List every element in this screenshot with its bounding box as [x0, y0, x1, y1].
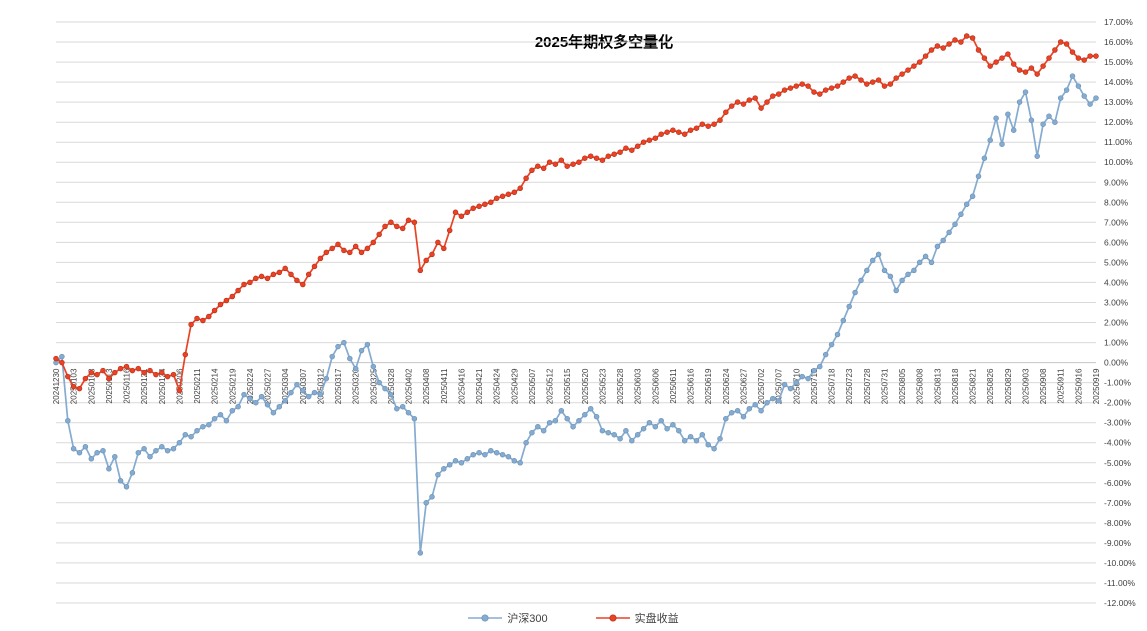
svg-text:20250821: 20250821	[969, 368, 978, 404]
svg-text:20250227: 20250227	[264, 368, 273, 404]
svg-text:20250619: 20250619	[704, 368, 713, 404]
svg-text:20250507: 20250507	[528, 368, 537, 404]
legend: 沪深300 实盘收益	[0, 610, 1147, 626]
svg-text:11.00%: 11.00%	[1104, 137, 1133, 147]
svg-text:8.00%: 8.00%	[1104, 197, 1129, 207]
svg-text:20250808: 20250808	[916, 368, 925, 404]
svg-text:20250224: 20250224	[246, 368, 255, 404]
svg-text:20250219: 20250219	[228, 368, 237, 404]
svg-text:20250402: 20250402	[405, 368, 414, 404]
svg-text:10.00%: 10.00%	[1104, 157, 1133, 167]
svg-text:5.00%: 5.00%	[1104, 257, 1129, 267]
svg-text:9.00%: 9.00%	[1104, 177, 1129, 187]
svg-text:4.00%: 4.00%	[1104, 277, 1129, 287]
svg-text:20250903: 20250903	[1022, 368, 1031, 404]
svg-text:20250317: 20250317	[334, 368, 343, 404]
svg-text:20250611: 20250611	[669, 368, 678, 404]
svg-text:-1.00%: -1.00%	[1104, 378, 1131, 388]
svg-text:20250731: 20250731	[881, 368, 890, 404]
svg-text:20250606: 20250606	[651, 368, 660, 404]
svg-text:20250911: 20250911	[1057, 368, 1066, 404]
svg-text:20250307: 20250307	[299, 368, 308, 404]
svg-text:15.00%: 15.00%	[1104, 57, 1133, 67]
svg-text:20250528: 20250528	[616, 368, 625, 404]
svg-text:2.00%: 2.00%	[1104, 318, 1129, 328]
svg-text:20250408: 20250408	[422, 368, 431, 404]
svg-text:-2.00%: -2.00%	[1104, 398, 1131, 408]
svg-text:20250512: 20250512	[546, 368, 555, 404]
svg-text:20250328: 20250328	[387, 368, 396, 404]
svg-text:20250805: 20250805	[898, 368, 907, 404]
svg-text:20250320: 20250320	[352, 368, 361, 404]
svg-text:20250523: 20250523	[598, 368, 607, 404]
svg-text:20250728: 20250728	[863, 368, 872, 404]
svg-text:20241230: 20241230	[52, 368, 61, 404]
svg-text:20250829: 20250829	[1004, 368, 1013, 404]
svg-text:13.00%: 13.00%	[1104, 97, 1133, 107]
legend-label-csi300: 沪深300	[507, 613, 548, 625]
legend-item-live-return[interactable]: 实盘收益	[595, 610, 679, 626]
legend-item-csi300[interactable]: 沪深300	[468, 610, 548, 626]
svg-text:6.00%: 6.00%	[1104, 237, 1129, 247]
svg-text:0.00%: 0.00%	[1104, 358, 1129, 368]
svg-text:20250121: 20250121	[140, 368, 149, 404]
legend-label-live-return: 实盘收益	[634, 613, 679, 625]
svg-text:20250421: 20250421	[475, 368, 484, 404]
svg-text:17.00%: 17.00%	[1104, 17, 1133, 27]
svg-text:20250424: 20250424	[493, 368, 502, 404]
svg-text:20250826: 20250826	[986, 368, 995, 404]
svg-text:20250707: 20250707	[775, 368, 784, 404]
svg-text:20250520: 20250520	[581, 368, 590, 404]
svg-text:-8.00%: -8.00%	[1104, 518, 1131, 528]
svg-text:20250603: 20250603	[634, 368, 643, 404]
svg-text:16.00%: 16.00%	[1104, 37, 1133, 47]
svg-text:20250211: 20250211	[193, 368, 202, 404]
svg-text:20250616: 20250616	[687, 368, 696, 404]
svg-text:20250702: 20250702	[757, 368, 766, 404]
svg-text:20250718: 20250718	[828, 368, 837, 404]
svg-text:-12.00%: -12.00%	[1104, 598, 1136, 608]
svg-text:20250627: 20250627	[740, 368, 749, 404]
svg-text:20250411: 20250411	[440, 368, 449, 404]
svg-text:1.00%: 1.00%	[1104, 338, 1129, 348]
svg-text:20250325: 20250325	[369, 368, 378, 404]
svg-text:20250124: 20250124	[158, 368, 167, 404]
svg-text:20250710: 20250710	[792, 368, 801, 404]
svg-text:-7.00%: -7.00%	[1104, 498, 1131, 508]
svg-text:-11.00%: -11.00%	[1104, 578, 1135, 588]
svg-text:20250312: 20250312	[316, 368, 325, 404]
svg-text:-5.00%: -5.00%	[1104, 458, 1131, 468]
svg-text:20250715: 20250715	[810, 368, 819, 404]
svg-text:20250108: 20250108	[87, 368, 96, 404]
svg-text:3.00%: 3.00%	[1104, 298, 1129, 308]
svg-text:20250304: 20250304	[281, 368, 290, 404]
svg-text:7.00%: 7.00%	[1104, 217, 1129, 227]
legend-line-marker-red-icon	[595, 614, 630, 622]
svg-text:-3.00%: -3.00%	[1104, 418, 1131, 428]
svg-text:20250214: 20250214	[211, 368, 220, 404]
svg-text:-10.00%: -10.00%	[1104, 558, 1136, 568]
svg-text:-6.00%: -6.00%	[1104, 478, 1131, 488]
svg-text:-4.00%: -4.00%	[1104, 438, 1131, 448]
svg-text:12.00%: 12.00%	[1104, 117, 1133, 127]
svg-text:20250416: 20250416	[457, 368, 466, 404]
svg-text:20250515: 20250515	[563, 368, 572, 404]
svg-text:20250113: 20250113	[105, 368, 114, 404]
svg-text:20250916: 20250916	[1074, 368, 1083, 404]
svg-text:20250429: 20250429	[510, 368, 519, 404]
svg-text:-9.00%: -9.00%	[1104, 538, 1131, 548]
svg-text:14.00%: 14.00%	[1104, 77, 1133, 87]
svg-text:20250908: 20250908	[1039, 368, 1048, 404]
svg-text:20250813: 20250813	[933, 368, 942, 404]
svg-text:20250919: 20250919	[1092, 368, 1101, 404]
svg-text:20250723: 20250723	[845, 368, 854, 404]
svg-text:20250624: 20250624	[722, 368, 731, 404]
svg-text:20250116: 20250116	[123, 368, 132, 404]
legend-line-marker-blue-icon	[468, 614, 503, 622]
svg-text:20250818: 20250818	[951, 368, 960, 404]
